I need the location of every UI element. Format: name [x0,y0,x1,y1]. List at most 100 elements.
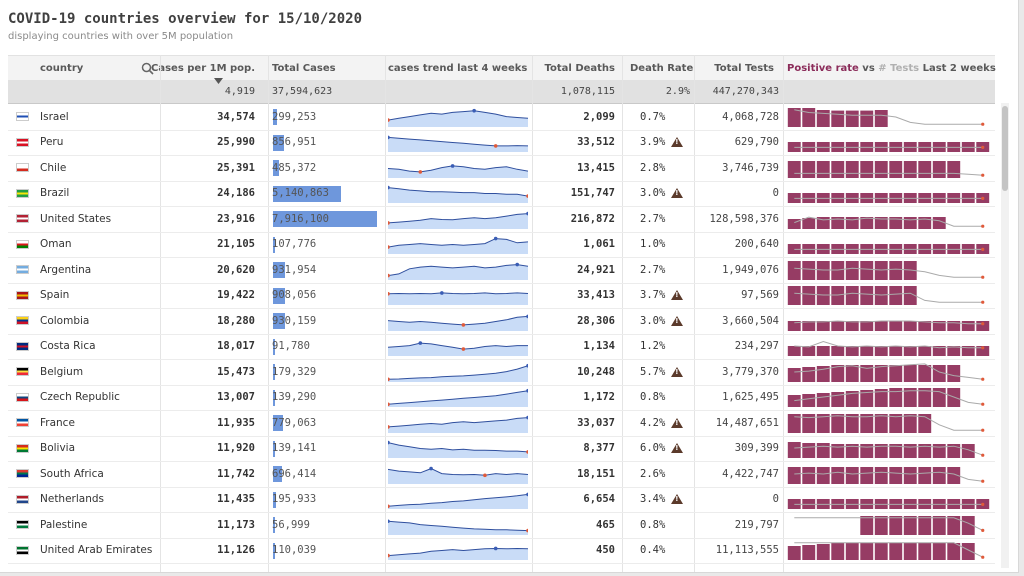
table-row[interactable]: Brazil 24,186 5,140,863 151,747 3.0% 0 [8,181,995,207]
trend-sparkline [388,461,533,487]
table-row[interactable]: Argentina 20,620 931,954 24,921 2.7% 1,9… [8,257,995,284]
total-cases-value: 56,999 [272,518,310,531]
trend-max-point [526,492,528,497]
total-tests-value: 3,779,370 [722,365,779,378]
total-cases-bar [273,440,275,457]
trend-sparkline [388,181,533,207]
table-row[interactable]: Chile 25,391 485,372 13,415 2.8% 3,746,7… [8,155,995,182]
death-rate-cell: 2.7% [640,257,700,283]
country-name[interactable]: Bolivia [40,442,76,455]
country-name[interactable]: Costa Rica [40,340,96,353]
country-name[interactable]: Czech Republic [40,391,120,404]
country-name[interactable]: Oman [40,238,72,251]
positive-rate-bar [976,346,990,357]
positive-rate-bar [874,286,888,306]
country-name[interactable]: United Arab Emirates [40,544,153,557]
positive-rate-bar [787,107,801,127]
total-deaths-value: 1,172 [583,391,615,404]
positive-rate-chart [787,487,992,513]
tests-end-point [981,428,985,432]
death-rate-value: 3.7% [640,289,666,302]
table-row[interactable]: Israel 34,574 299,253 2,099 0.7% 4,068,7… [8,104,995,131]
header-cases-trend[interactable]: cases trend last 4 weeks [388,62,528,74]
positive-rate-bar [918,320,932,331]
total-cases-value: 110,039 [272,544,317,557]
death-rate-cell: 3.7% [640,283,700,309]
death-rate-cell: 2.8% [640,155,700,181]
header-country[interactable]: country [40,62,84,74]
header-total-cases[interactable]: Total Cases [272,62,336,74]
header-death-rate[interactable]: Death Rate [630,62,694,74]
trend-sparkline [388,206,533,232]
trend-area [388,264,528,280]
header-total-deaths[interactable]: Total Deaths [544,62,615,74]
country-name[interactable]: Colombia [40,314,90,327]
table-row[interactable]: France 11,935 779,063 33,037 4.2% 14,487… [8,410,995,437]
table-row[interactable]: Bolivia 11,920 139,141 8,377 6.0% 309,39… [8,436,995,462]
table-row[interactable]: Czech Republic 13,007 139,290 1,172 0.8%… [8,385,995,411]
sort-desc-icon[interactable] [214,76,223,86]
death-rate-value: 3.0% [640,314,666,327]
table-row[interactable]: Peru 25,990 856,951 33,512 3.9% 629,790 [8,130,995,156]
positive-rate-bar [932,346,946,357]
table-row[interactable]: Costa Rica 18,017 91,780 1,134 1.2% 234,… [8,334,995,360]
total-tests-value: 97,569 [741,289,779,302]
country-name[interactable]: South Africa [40,467,104,480]
table-row[interactable]: Palestine 11,173 56,999 465 0.8% 219,797 [8,512,995,539]
header-positive-rate[interactable]: Positive rate vs # Tests Last 2 weeks [787,56,996,80]
table-row[interactable]: United States 23,916 7,916,100 216,872 2… [8,206,995,233]
country-name[interactable]: Chile [40,161,67,174]
country-name[interactable]: Brazil [40,187,70,200]
trend-line [388,494,528,508]
country-name[interactable]: Belgium [40,365,84,378]
positive-rate-bar [961,320,975,331]
country-name[interactable]: Spain [40,289,70,302]
trend-line [388,263,528,276]
positive-rate-bar [860,543,874,561]
total-tests-value: 1,949,076 [722,263,779,276]
table-row[interactable]: Belgium 15,473 179,329 10,248 5.7% 3,779… [8,359,995,386]
flag-icon [16,290,29,300]
positive-rate-bar [961,346,975,357]
cases-per-million: 34,574 [217,110,255,123]
table-row[interactable]: South Africa 11,742 696,414 18,151 2.6% … [8,461,995,488]
cases-per-million: 18,280 [217,314,255,327]
table-row[interactable]: Netherlands 11,435 195,933 6,654 3.4% 0 [8,487,995,513]
table-row[interactable]: Spain 19,422 908,056 33,413 3.7% 97,569 [8,283,995,309]
positive-rate-bar [860,286,874,306]
search-icon[interactable] [136,56,158,80]
country-name[interactable]: Palestine [40,518,88,531]
country-name[interactable]: Argentina [40,263,92,276]
tests-line [794,471,983,482]
country-name[interactable]: France [40,416,75,429]
country-name[interactable]: Israel [40,110,69,123]
table-row[interactable]: Colombia 18,280 930,159 28,306 3.0% 3,66… [8,308,995,335]
trend-max-point [526,363,528,368]
total-deaths-value: 24,921 [577,263,615,276]
scrollbar-thumb[interactable] [1002,106,1008,191]
tests-end-point [981,321,985,326]
country-name[interactable]: United States [40,212,112,225]
header-total-tests[interactable]: Total Tests [714,62,774,74]
positive-rate-bar [889,543,903,561]
positive-rate-bar [961,543,975,561]
country-name[interactable]: Peru [40,136,64,149]
positive-rate-bar [874,320,888,331]
total-cases-value: 930,159 [272,314,317,327]
positive-rate-chart [787,461,992,487]
table-row[interactable]: Oman 21,105 107,776 1,061 1.0% 200,640 [8,232,995,258]
positive-rate-bar [947,364,961,382]
positive-rate-bar [918,160,932,178]
total-cases-bar [273,415,284,431]
positive-rate-bar [860,216,874,229]
positive-rate-chart [787,283,992,309]
positive-rate-bar [874,109,888,127]
country-name[interactable]: Netherlands [40,493,105,506]
totals-row: 4,919 37,594,623 1,078,115 2.9% 447,270,… [8,78,995,104]
tests-line [794,172,983,176]
positive-rate-bar [845,216,859,229]
vertical-scrollbar[interactable] [1001,103,1009,568]
header-cases-per-million[interactable]: Cases per 1M pop. [151,62,255,74]
flag-icon [16,418,29,427]
table-row[interactable]: United Arab Emirates 11,126 110,039 450 … [8,538,995,564]
